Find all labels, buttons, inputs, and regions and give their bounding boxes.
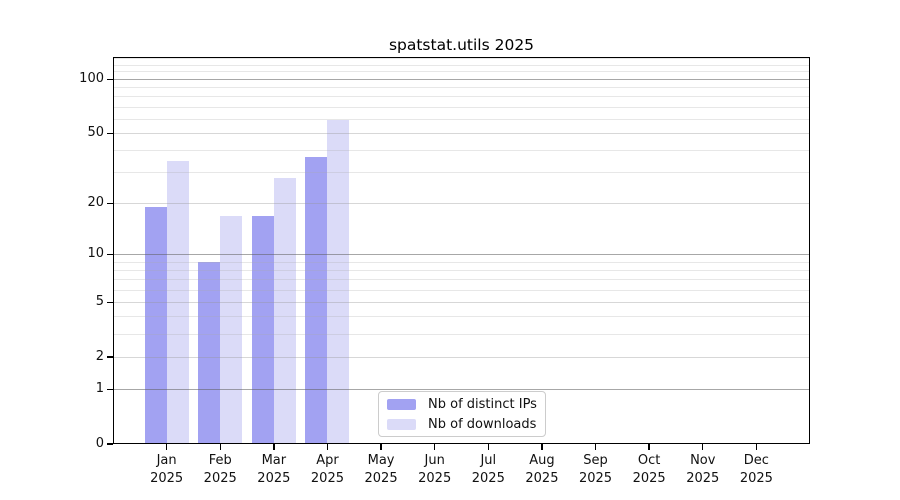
bar-downloads-feb [220,215,243,444]
x-tick-may [380,444,382,450]
y-tick-20 [107,202,113,205]
gridline-120 [113,64,810,66]
x-tick-jan [165,444,168,450]
x-tick-label-aug: Aug 2025 [525,453,559,486]
gridline-40 [113,150,810,152]
y-tick-label-1: 1 [95,380,104,396]
gridline-100 [113,78,810,80]
gridline-4 [113,316,810,318]
y-tick-label-2: 2 [95,348,104,364]
gridline-1 [113,388,810,390]
x-tick-label-nov: Nov 2025 [686,453,720,486]
bar-downloads-mar [273,177,296,444]
x-tick-label-dec: Dec 2025 [739,453,773,486]
chart-title: spatstat.utils 2025 [388,36,535,54]
gridline-9 [113,261,810,263]
x-tick-label-feb: Feb 2025 [203,453,237,486]
x-tick-dec [755,444,758,450]
gridline-8 [113,269,810,271]
y-tick-label-100: 100 [79,70,104,86]
x-tick-feb [219,444,221,450]
x-tick-jul [487,444,489,450]
gridline-130 [113,58,810,60]
bar-downloads-apr [327,120,350,444]
gridline-90 [113,87,810,89]
gridline-50 [113,132,810,134]
gridline-7 [113,279,810,281]
legend-swatch-distinct-ips [387,398,416,410]
gridline-2 [113,356,810,358]
bar-ips-apr [305,156,328,444]
y-tick-label-50: 50 [87,124,104,140]
x-tick-label-apr: Apr 2025 [310,453,344,486]
x-tick-label-jul: Jul 2025 [471,453,505,486]
y-tick-5 [107,301,113,304]
y-tick-label-5: 5 [95,293,104,309]
bar-ips-jan [144,207,167,444]
gridline-80 [113,96,810,98]
gridline-110 [113,71,810,73]
x-tick-jun [433,444,436,450]
gridline-6 [113,289,810,291]
y-tick-label-10: 10 [87,246,104,262]
x-tick-aug [541,444,543,450]
y-tick-50 [107,132,113,135]
legend-label-downloads: Nb of downloads [428,416,537,432]
legend-item-distinct-ips: Nb of distinct IPs [379,396,545,413]
legend-item-downloads: Nb of downloads [379,416,545,433]
y-tick-100 [107,78,113,81]
x-tick-oct [648,444,650,450]
chart-legend: Nb of distinct IPs Nb of downloads [378,391,546,437]
y-tick-10 [107,253,113,256]
bar-ips-feb [198,262,221,444]
gridline-5 [113,301,810,303]
y-tick-label-20: 20 [87,194,104,210]
y-tick-0 [107,443,113,445]
gridline-60 [113,118,810,120]
x-tick-label-jun: Jun 2025 [418,453,452,486]
x-tick-label-sep: Sep 2025 [578,453,613,486]
gridline-20 [113,202,810,204]
x-tick-apr [326,444,329,450]
gridline-30 [113,172,810,174]
x-tick-label-mar: Mar 2025 [257,453,291,486]
x-tick-nov [702,444,704,450]
x-tick-label-oct: Oct 2025 [632,453,666,486]
bar-downloads-jan [166,160,189,444]
y-tick-label-0: 0 [95,435,104,451]
x-tick-label-jan: Jan 2025 [150,453,184,486]
legend-swatch-downloads [387,418,416,430]
y-tick-1 [107,388,113,390]
gridline-10 [113,254,810,256]
y-tick-2 [107,356,113,358]
legend-label-distinct-ips: Nb of distinct IPs [428,396,537,412]
x-tick-mar [273,444,275,450]
bar-ips-mar [251,215,274,444]
gridline-3 [113,333,810,335]
x-tick-label-may: May 2025 [364,453,398,486]
x-tick-sep [594,444,597,450]
gridline-70 [113,106,810,108]
